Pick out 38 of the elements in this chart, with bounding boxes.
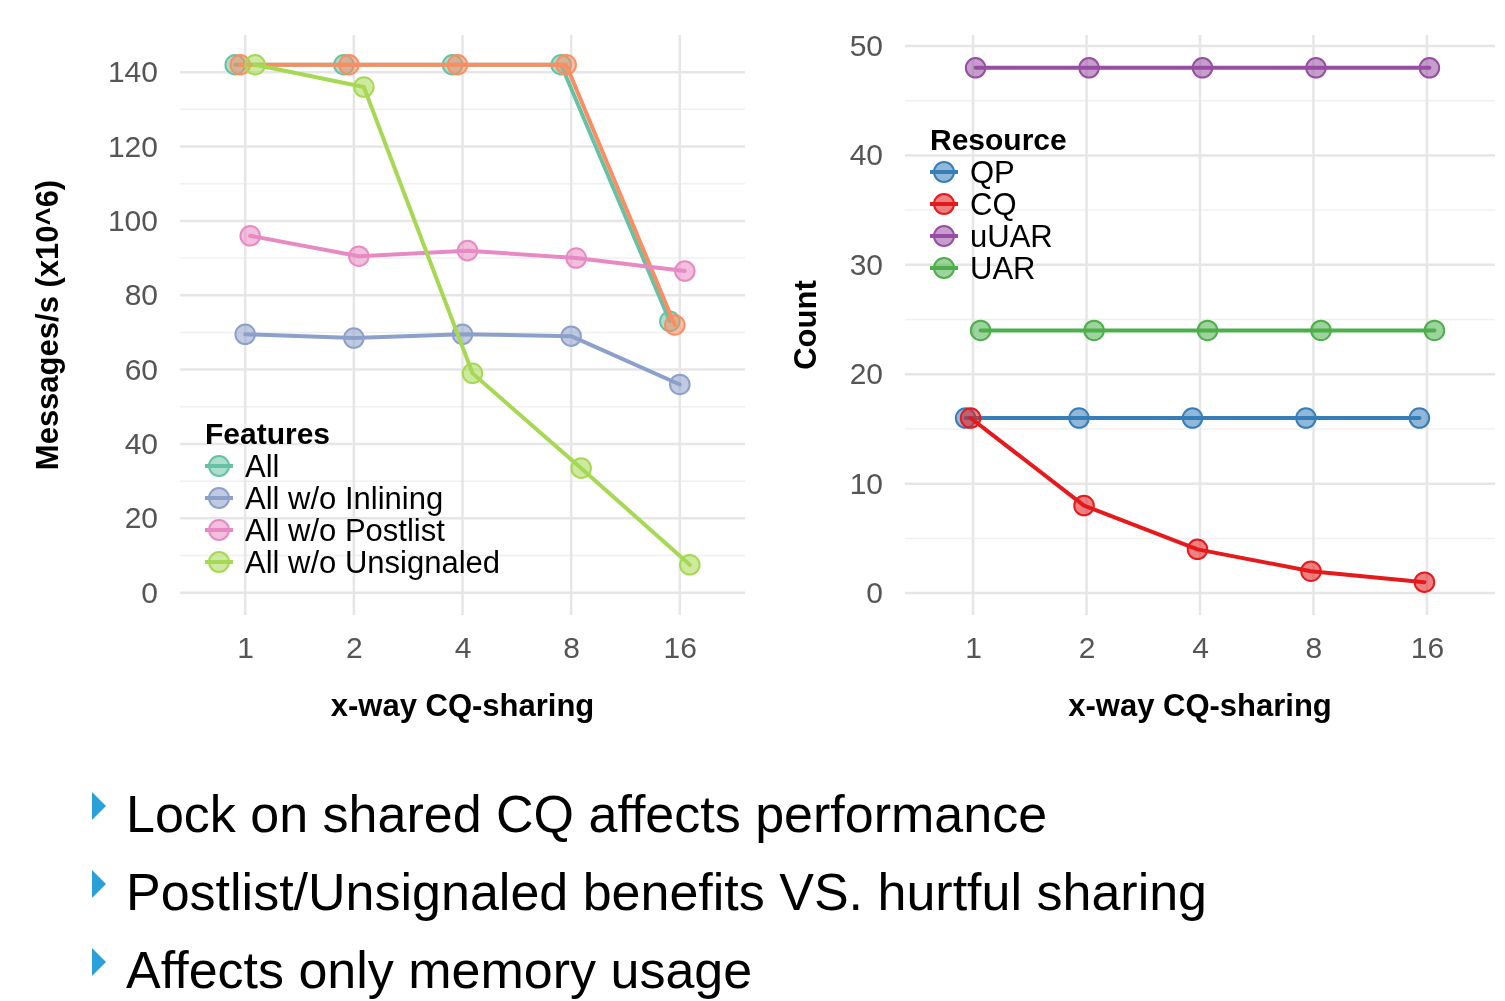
y-tick-label: 50 bbox=[849, 29, 883, 63]
x-tick-label: 16 bbox=[1410, 631, 1445, 665]
text: Affects only memory usage bbox=[126, 941, 753, 999]
x-tick-label: 16 bbox=[663, 631, 697, 665]
x-tick-label: 2 bbox=[1078, 631, 1096, 665]
legend-label: All bbox=[245, 449, 280, 484]
x-tick-label: 8 bbox=[563, 631, 580, 665]
x-axis-title: x-way CQ-sharing bbox=[1068, 688, 1332, 723]
y-tick-label: 40 bbox=[849, 138, 883, 172]
legend-title: Features bbox=[205, 417, 331, 450]
x-tick-label: 1 bbox=[237, 631, 255, 665]
y-tick-label: 10 bbox=[849, 466, 883, 500]
legend-label: All w/o Inlining bbox=[245, 481, 444, 516]
legend-title: Resource bbox=[930, 123, 1067, 156]
x-tick-label: 1 bbox=[965, 631, 982, 665]
y-tick-label: 40 bbox=[124, 427, 158, 461]
y-tick-label: 30 bbox=[849, 247, 883, 281]
x-tick-label: 8 bbox=[1305, 631, 1323, 665]
y-axis-title: Messages/s (x10^6) bbox=[30, 179, 65, 471]
x-tick-label: 2 bbox=[346, 631, 363, 665]
y-axis-title: Count bbox=[788, 280, 823, 370]
y-tick-label: 20 bbox=[124, 501, 158, 535]
x-tick-label: 4 bbox=[1192, 631, 1209, 665]
y-tick-label: 140 bbox=[107, 55, 158, 89]
legend-label: UAR bbox=[970, 251, 1036, 286]
y-tick-label: 120 bbox=[107, 129, 158, 163]
y-tick-label: 0 bbox=[141, 575, 158, 609]
y-tick-label: 100 bbox=[107, 204, 158, 237]
legend-label: QP bbox=[970, 155, 1015, 190]
y-tick-label: 0 bbox=[866, 576, 883, 610]
y-tick-label: 20 bbox=[849, 357, 883, 391]
text: Lock on shared CQ affects performance bbox=[126, 785, 1048, 843]
x-axis-title: x-way CQ-sharing bbox=[330, 688, 595, 723]
text: Postlist/Unsignaled benefits VS. hurtful sharing bbox=[126, 863, 1208, 921]
x-tick-label: 4 bbox=[454, 631, 472, 665]
y-tick-label: 80 bbox=[124, 278, 158, 312]
y-tick-label: 60 bbox=[124, 352, 158, 386]
legend-label: All w/o Unsignaled bbox=[245, 545, 501, 580]
